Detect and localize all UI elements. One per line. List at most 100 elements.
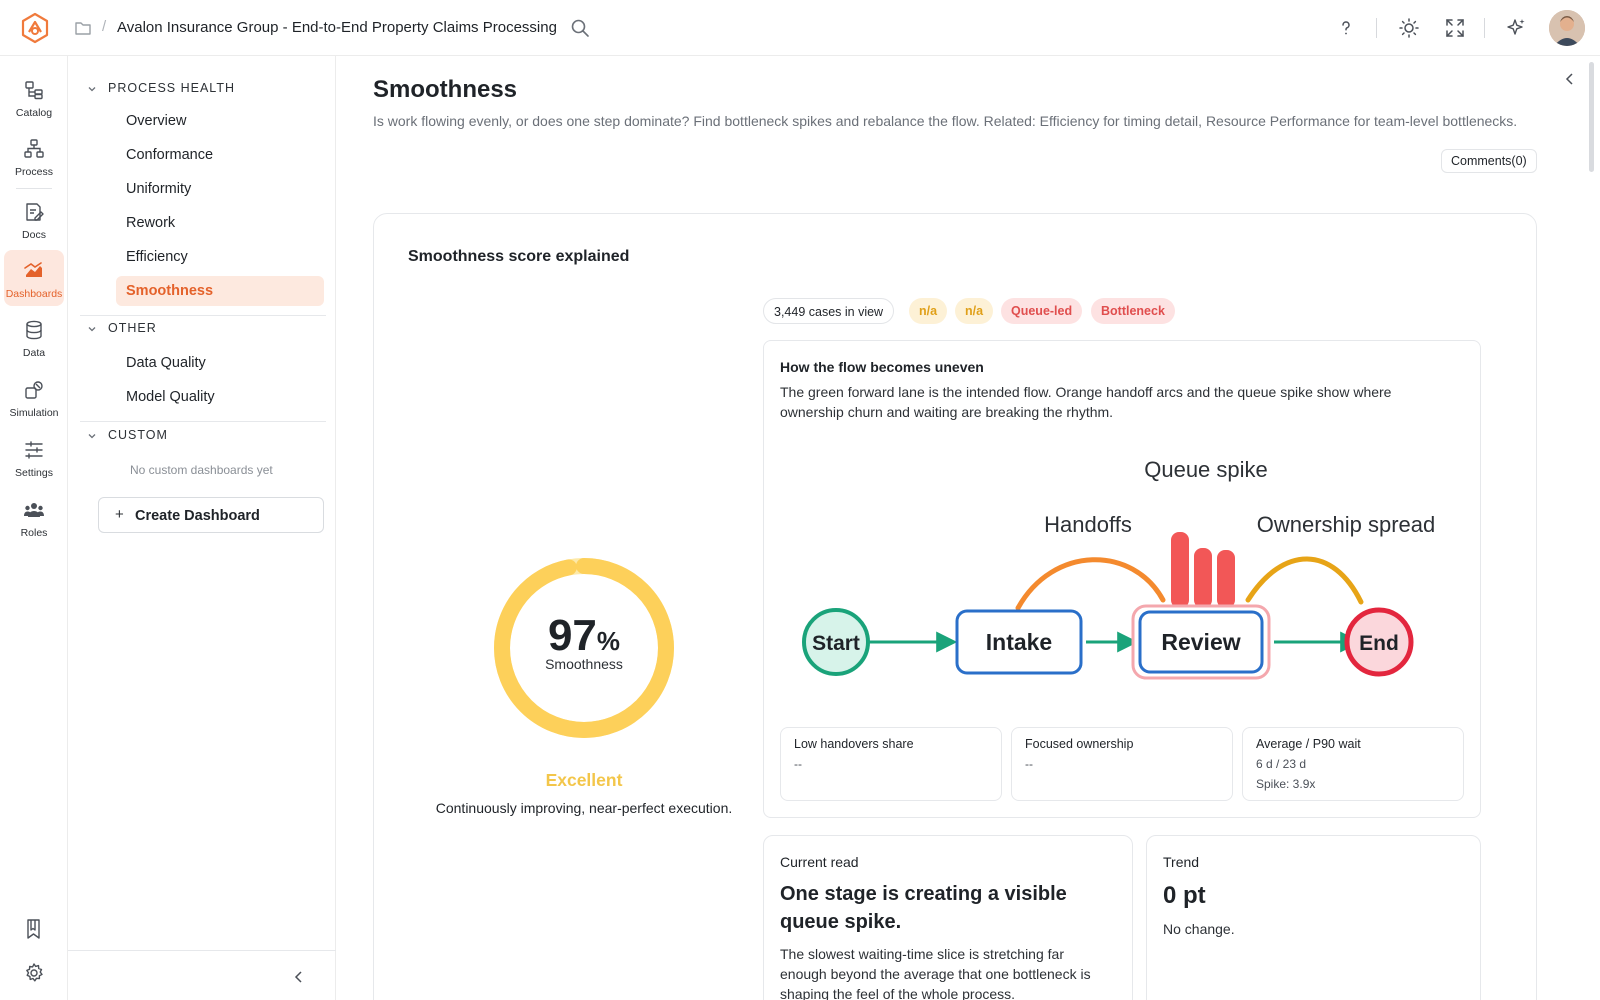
top-bar: / Avalon Insurance Group - End-to-End Pr… xyxy=(0,0,1600,56)
catalog-icon xyxy=(25,81,43,100)
create-dashboard-button[interactable]: + Create Dashboard xyxy=(98,497,324,533)
handoffs-label: Handoffs xyxy=(1044,512,1132,537)
section-other[interactable]: OTHER xyxy=(86,319,326,339)
nav-item-label: Conformance xyxy=(126,147,214,163)
ownership-arc xyxy=(1245,556,1364,605)
chevron-down-icon xyxy=(88,87,96,92)
section-divider xyxy=(80,421,326,422)
section-label: PROCESS HEALTH xyxy=(108,81,235,95)
score-number: 97 xyxy=(547,611,597,660)
end-node[interactable] xyxy=(1344,607,1414,677)
rail-item-catalog[interactable]: Catalog xyxy=(4,69,64,125)
comments-button[interactable]: Comments(0) xyxy=(1441,149,1537,173)
gear-icon[interactable] xyxy=(23,962,45,984)
metric-value: -- xyxy=(794,757,802,771)
rail-item-roles[interactable]: Roles xyxy=(4,489,64,545)
nav-item-label: Efficiency xyxy=(126,249,188,265)
queue-spike-bar xyxy=(1194,548,1212,608)
toolbar-divider xyxy=(1376,18,1377,38)
chevron-down-icon xyxy=(88,327,96,332)
rail-item-settings[interactable]: Settings xyxy=(4,429,64,485)
flow-description: The green forward lane is the intended f… xyxy=(780,384,1392,420)
simulation-icon xyxy=(25,381,43,399)
app-logo-icon[interactable] xyxy=(19,12,51,44)
rail-item-data[interactable]: Data xyxy=(4,309,64,365)
process-icon xyxy=(24,139,44,158)
page-title: Smoothness xyxy=(373,76,518,103)
trend-note: No change. xyxy=(1163,921,1235,937)
score-value: 97% xyxy=(492,610,676,667)
nav-item-smoothness[interactable]: Smoothness xyxy=(116,276,324,306)
nav-item-data-quality[interactable]: Data Quality xyxy=(116,348,324,378)
search-icon[interactable] xyxy=(569,17,591,39)
ai-sparkle-icon[interactable] xyxy=(1505,17,1527,39)
bookmark-icon[interactable] xyxy=(23,918,45,940)
main-scrollbar[interactable] xyxy=(1586,56,1596,1000)
gauge-arc xyxy=(494,558,674,738)
help-icon[interactable] xyxy=(1335,17,1357,39)
project-title[interactable]: Avalon Insurance Group - End-to-End Prop… xyxy=(117,19,557,36)
flow-diagram: Queue spike Handoffs Ownership spread St… xyxy=(802,457,1435,680)
rail-label: Dashboards xyxy=(5,288,63,300)
nav-item-label: Data Quality xyxy=(126,355,206,371)
nav-item-label: Model Quality xyxy=(126,389,215,405)
metric-label: Low handovers share xyxy=(794,737,914,751)
rating-label: Excellent xyxy=(545,770,623,790)
section-custom[interactable]: CUSTOM xyxy=(86,426,326,446)
rail-label: Docs xyxy=(22,229,46,241)
nav-item-rework[interactable]: Rework xyxy=(116,208,324,238)
start-node[interactable] xyxy=(802,608,870,676)
current-read-label: Current read xyxy=(780,854,859,870)
cases-chip: 3,449 cases in view xyxy=(763,298,895,324)
fullscreen-icon[interactable] xyxy=(1444,17,1466,39)
settings-sliders-icon xyxy=(25,441,43,459)
avatar-icon xyxy=(1549,10,1585,46)
docs-icon xyxy=(26,203,44,221)
intake-node-label: Intake xyxy=(986,629,1052,655)
na-chip: n/a xyxy=(909,298,948,324)
rail-label: Process xyxy=(15,166,53,178)
section-label: OTHER xyxy=(108,321,157,335)
rail-label: Simulation xyxy=(9,407,59,419)
rail-label: Catalog xyxy=(15,107,53,119)
nav-item-conformance[interactable]: Conformance xyxy=(116,140,324,170)
flow-title: How the flow becomes uneven xyxy=(780,359,984,375)
scrollbar-thumb[interactable] xyxy=(1589,62,1594,172)
current-read-text: The slowest waiting-time slice is stretc… xyxy=(780,946,1091,1000)
metric-subvalue: Spike: 3.9x xyxy=(1256,777,1316,791)
chevron-left-icon[interactable] xyxy=(1561,70,1579,88)
queue-led-chip: Queue-led xyxy=(1001,298,1083,324)
nav-item-efficiency[interactable]: Efficiency xyxy=(116,242,324,272)
queue-spike-bar xyxy=(1171,532,1189,608)
queue-spike-bar xyxy=(1217,550,1235,608)
app-rail: Catalog Process Docs Dashboards Data Sim… xyxy=(0,56,68,1000)
score-label: Smoothness xyxy=(545,656,623,672)
section-process-health[interactable]: PROCESS HEALTH xyxy=(86,79,326,99)
rail-item-process[interactable]: Process xyxy=(4,128,64,184)
rail-label: Data xyxy=(22,347,46,359)
score-unit: % xyxy=(596,626,621,656)
rail-item-dashboards[interactable]: Dashboards xyxy=(4,250,64,306)
review-node[interactable] xyxy=(1138,610,1264,674)
plus-icon: + xyxy=(115,506,124,523)
rail-item-docs[interactable]: Docs xyxy=(4,191,64,247)
bottleneck-chip: Bottleneck xyxy=(1091,298,1175,324)
nav-item-overview[interactable]: Overview xyxy=(116,106,324,136)
nav-item-uniformity[interactable]: Uniformity xyxy=(116,174,324,204)
metric-low-handovers: Low handovers share -- xyxy=(780,727,1002,801)
trend-card: Trend 0 pt No change. xyxy=(1146,835,1481,1000)
metric-label: Average / P90 wait xyxy=(1256,737,1361,751)
start-node-label: Start xyxy=(812,632,860,655)
metric-wait-time: Average / P90 wait 6 d / 23 d Spike: 3.9… xyxy=(1242,727,1464,801)
chevron-down-icon xyxy=(88,434,96,439)
rail-item-simulation[interactable]: Simulation xyxy=(4,369,64,425)
handoff-arc xyxy=(1015,557,1166,611)
user-avatar[interactable] xyxy=(1549,10,1585,46)
end-node-label: End xyxy=(1359,632,1399,655)
folder-icon[interactable] xyxy=(74,19,92,37)
chevron-left-icon[interactable] xyxy=(290,968,308,986)
theme-sun-icon[interactable] xyxy=(1398,17,1420,39)
nav-item-model-quality[interactable]: Model Quality xyxy=(116,382,324,412)
rating-description: Continuously improving, near-perfect exe… xyxy=(435,800,733,816)
intake-node[interactable] xyxy=(955,609,1083,675)
